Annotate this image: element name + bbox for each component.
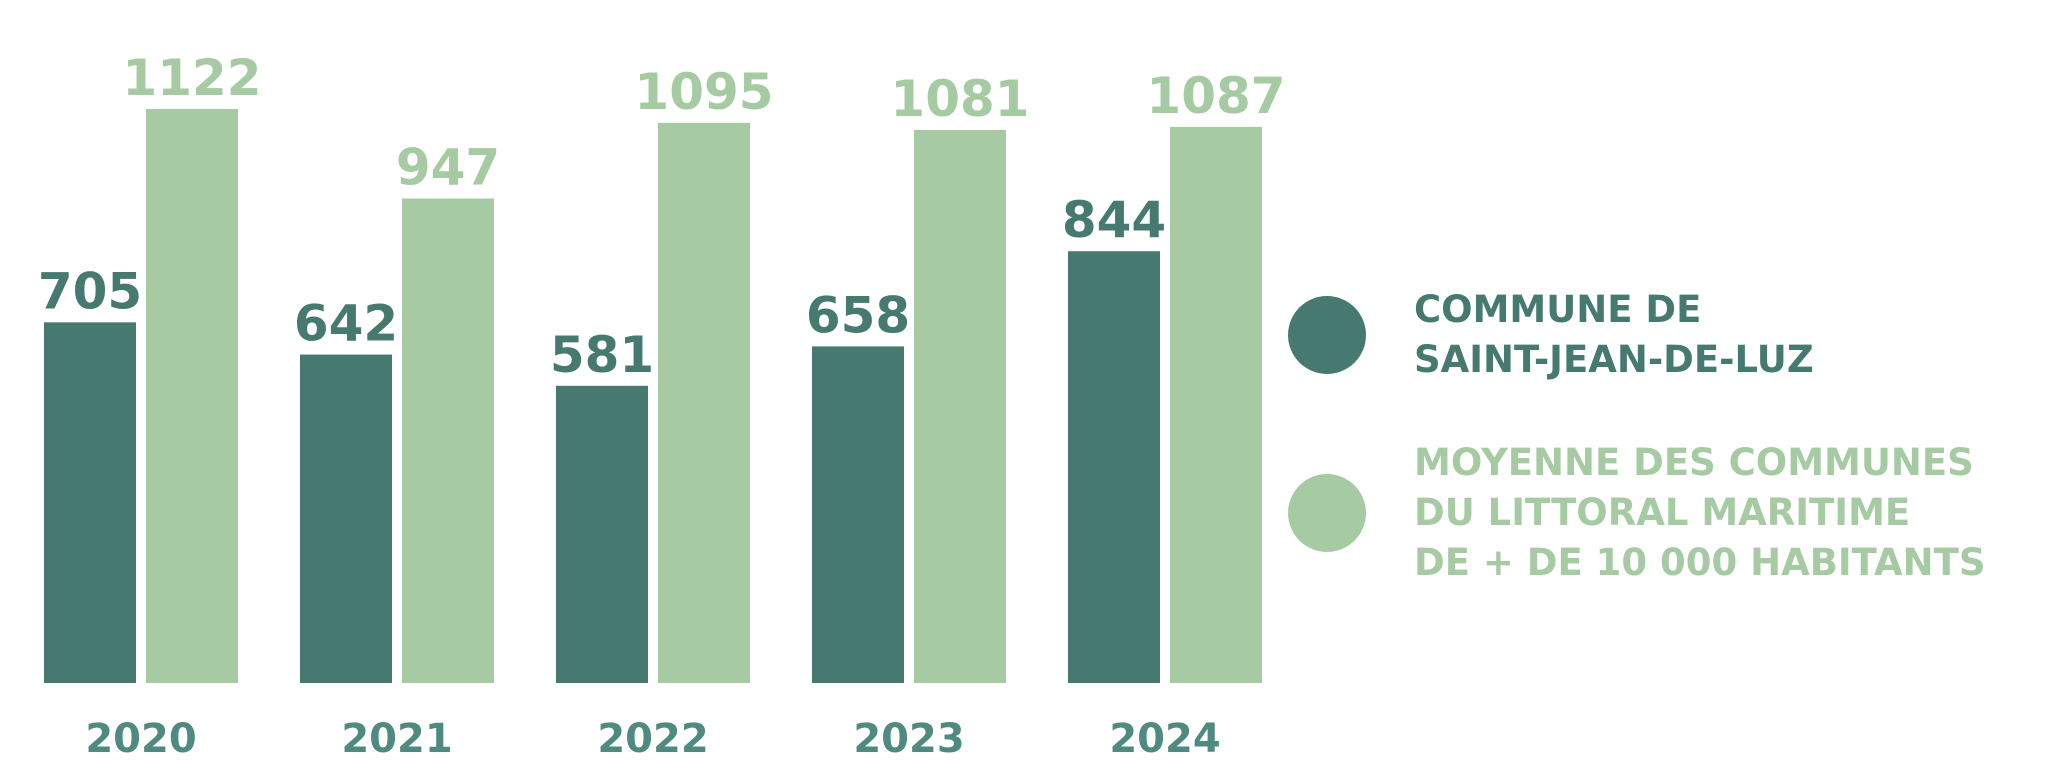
value-label-2021-series-0: 642 bbox=[294, 295, 398, 353]
value-label-2021-series-1: 947 bbox=[396, 139, 500, 197]
legend-swatch-saint-jean-de-luz bbox=[1288, 296, 1366, 374]
value-label-2024-series-1: 1087 bbox=[1146, 67, 1285, 125]
bar-2024-series-0 bbox=[1068, 251, 1160, 683]
legend-label-saint-jean-de-luz: COMMUNE DE SAINT-JEAN-DE-LUZ bbox=[1414, 288, 1814, 381]
value-labels-group: 705 1122 642 947 581 1095 658 1081 844 1087 bbox=[38, 49, 1286, 384]
x-tick-2023: 2023 bbox=[853, 716, 964, 762]
value-label-2023-series-0: 658 bbox=[806, 286, 910, 344]
bar-2023-series-0 bbox=[812, 346, 904, 683]
value-label-2020-series-1: 1122 bbox=[122, 49, 261, 107]
bar-2022-series-0 bbox=[556, 385, 648, 683]
value-label-2022-series-1: 1095 bbox=[634, 63, 773, 121]
value-label-2022-series-0: 581 bbox=[550, 326, 654, 384]
bar-2021-series-1 bbox=[402, 198, 494, 683]
bar-2024-series-1 bbox=[1170, 126, 1262, 684]
value-label-2024-series-0: 844 bbox=[1062, 191, 1166, 249]
x-tick-2022: 2022 bbox=[597, 716, 708, 762]
x-axis-ticks: 2020 2021 2022 2023 2024 bbox=[85, 716, 1220, 762]
legend-swatch-moyenne-communes bbox=[1288, 474, 1366, 552]
legend-item-moyenne-communes: MOYENNE DES COMMUNES DU LITTORAL MARITIM… bbox=[1288, 438, 1986, 588]
x-tick-2024: 2024 bbox=[1109, 716, 1220, 762]
legend-item-saint-jean-de-luz: COMMUNE DE SAINT-JEAN-DE-LUZ bbox=[1288, 285, 1814, 385]
value-label-2023-series-1: 1081 bbox=[890, 70, 1029, 128]
bar-2023-series-1 bbox=[914, 129, 1006, 684]
bar-2020-series-1 bbox=[146, 109, 238, 683]
value-label-2020-series-0: 705 bbox=[38, 262, 142, 320]
bar-2022-series-1 bbox=[658, 122, 750, 683]
x-tick-2020: 2020 bbox=[85, 716, 196, 762]
bar-2020-series-0 bbox=[44, 322, 136, 683]
legend-label-moyenne-communes: MOYENNE DES COMMUNES DU LITTORAL MARITIM… bbox=[1414, 441, 1986, 584]
x-tick-2021: 2021 bbox=[341, 716, 452, 762]
bars-group bbox=[44, 109, 1262, 684]
bar-2021-series-0 bbox=[300, 354, 392, 683]
